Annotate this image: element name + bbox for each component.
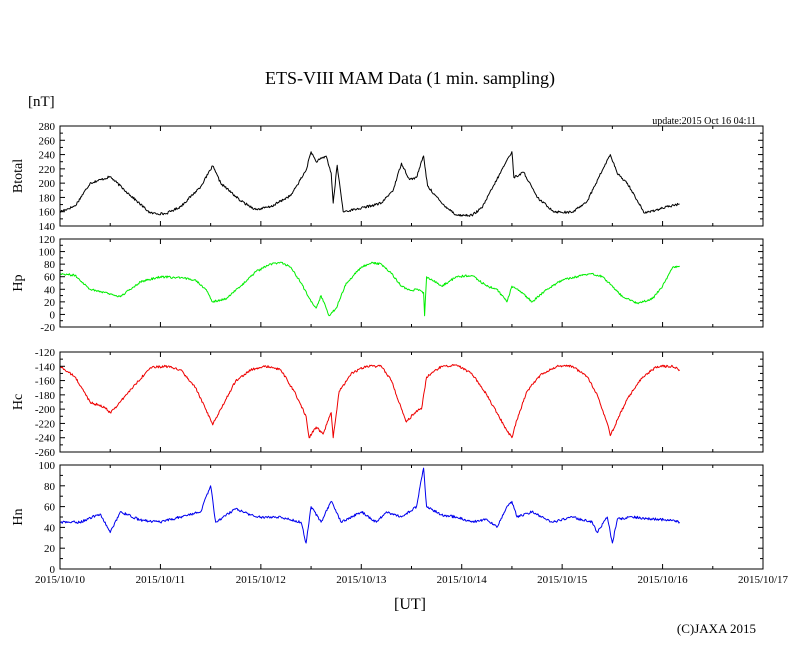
series-line-hc: [59, 364, 680, 439]
panel-hc: -120 -140 -160 -180 -200 -220 -240 -260 Hc: [11, 347, 764, 459]
x-tick-label: 2015/10/13: [336, 574, 387, 586]
panel-btotal: 280 260 240 220 200 180 160 140 Btotal: [11, 121, 764, 233]
x-tick-label: 2015/10/10: [35, 574, 86, 586]
y-tick-label: 60: [44, 502, 56, 514]
y-tick-label: 140: [39, 221, 56, 233]
y-tick-label: 180: [39, 192, 56, 204]
y-tick-label: -220: [35, 418, 56, 430]
x-axis-label: [UT]: [394, 596, 426, 613]
panel-label-hc: Hc: [11, 394, 26, 410]
y-tick-label: 60: [44, 272, 56, 284]
y-tick-label: 80: [44, 259, 56, 271]
y-tick-label: -120: [35, 347, 56, 359]
series-line-hn: [59, 467, 680, 544]
panel-frame: [59, 125, 764, 227]
series-line-btotal: [59, 151, 680, 217]
y-tick-label: -240: [35, 433, 56, 445]
y-tick-label: 0: [50, 564, 56, 576]
y-tick-label: 100: [39, 460, 56, 472]
panel-label-hn: Hn: [11, 508, 26, 525]
y-tick-label: -180: [35, 390, 56, 402]
y-tick-label: -200: [35, 404, 56, 416]
y-tick-label: 120: [39, 234, 56, 246]
y-tick-label: 240: [39, 150, 56, 162]
y-tick-label: 80: [44, 481, 56, 493]
y-tick-label: 260: [39, 135, 56, 147]
y-tick-label: -20: [40, 322, 55, 334]
y-tick-label: 20: [44, 543, 56, 555]
x-tick-label: 2015/10/12: [236, 574, 286, 586]
y-tick-label: 40: [44, 284, 56, 296]
y-tick-label: 280: [39, 121, 56, 133]
y-tick-label: 40: [44, 522, 56, 534]
chart-title: ETS-VIII MAM Data (1 min. sampling): [265, 68, 555, 89]
y-tick-label: -140: [35, 361, 56, 373]
x-tick-label: 2015/10/14: [437, 574, 488, 586]
x-tick-label: 2015/10/11: [136, 574, 186, 586]
unit-label: [nT]: [28, 94, 55, 110]
y-tick-label: 100: [39, 247, 56, 259]
panel-label-btotal: Btotal: [11, 159, 26, 193]
x-tick-label: 2015/10/15: [537, 574, 588, 586]
y-tick-label: 0: [50, 309, 56, 321]
x-tick-label: 2015/10/17: [738, 574, 789, 586]
y-tick-label: 200: [39, 178, 56, 190]
x-tick-label: 2015/10/16: [638, 574, 689, 586]
panel-frame: [59, 464, 764, 570]
panel-frame: [59, 238, 764, 328]
copyright-text: (C)JAXA 2015: [677, 621, 756, 636]
panel-hn: 100 80 60 40 20 0 Hn: [11, 460, 764, 576]
y-tick-label: 160: [39, 207, 56, 219]
panel-label-hp: Hp: [11, 274, 26, 291]
update-timestamp: update:2015 Oct 16 04:11: [652, 116, 756, 127]
series-line-hp: [59, 261, 680, 317]
y-tick-label: -160: [35, 376, 56, 388]
y-tick-label: -260: [35, 447, 56, 459]
y-tick-label: 20: [44, 297, 56, 309]
y-tick-label: 220: [39, 164, 56, 176]
plot-area: 280260240220200180160140Btotal1201008060…: [11, 121, 789, 586]
